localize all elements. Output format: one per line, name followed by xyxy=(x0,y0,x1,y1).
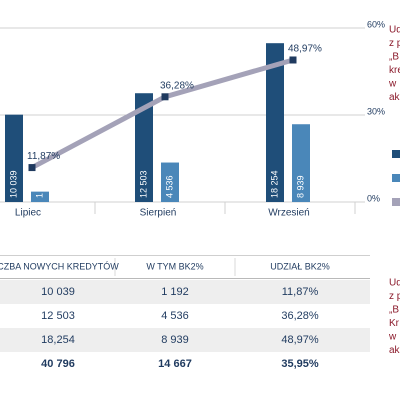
bar-value-label: 18 254 xyxy=(269,170,279,198)
side-note-line: Ud xyxy=(389,278,400,289)
table-cell: 12 503 xyxy=(41,310,75,322)
table-cell: 10 039 xyxy=(41,286,75,298)
side-note-line: z p xyxy=(389,38,400,49)
table-cell: 1 192 xyxy=(161,286,189,298)
bar-value-label: 8 939 xyxy=(295,175,305,198)
table-top-rule xyxy=(0,255,370,256)
line-point xyxy=(289,56,297,64)
legend-swatch xyxy=(392,174,400,182)
side-note-line: „B xyxy=(389,305,399,316)
table-cell: 40 796 xyxy=(41,358,75,370)
side-note-line: w xyxy=(388,332,397,343)
bar xyxy=(5,114,23,202)
table-cell: 18,254 xyxy=(41,334,75,346)
table-header-cell: W TYM BK2% xyxy=(146,261,203,271)
legend-swatch xyxy=(392,150,400,158)
side-note-line: Kr xyxy=(389,318,400,329)
table-header-cell: CZBA NOWYCH KREDYTÓW xyxy=(0,261,119,271)
legend-swatch xyxy=(392,198,400,206)
bar xyxy=(31,191,49,202)
side-note-line: ak xyxy=(389,345,400,356)
line-point xyxy=(28,164,36,172)
x-tick-label: Lipiec xyxy=(15,208,41,219)
side-note-line: z p xyxy=(389,291,400,302)
bar xyxy=(266,43,284,202)
bar xyxy=(292,124,310,202)
y2-tick-label: 60% xyxy=(367,19,385,29)
line-value-label: 11,87% xyxy=(27,151,60,162)
bar xyxy=(161,162,179,202)
line-point xyxy=(161,93,169,101)
x-tick-label: Wrzesień xyxy=(268,208,310,219)
table-row-bg xyxy=(0,328,370,352)
table-cell: 36,28% xyxy=(281,310,319,322)
table-row-bg xyxy=(0,280,370,304)
side-note-line: Ud xyxy=(389,25,400,36)
table-cell: 35,95% xyxy=(281,358,319,370)
y2-tick-label: 0% xyxy=(367,193,380,203)
line-series xyxy=(30,57,294,170)
table-header-cell: UDZIAŁ BK2% xyxy=(270,261,330,271)
bar xyxy=(135,93,153,202)
y2-tick-label: 30% xyxy=(367,106,385,116)
side-note-line: „B xyxy=(389,52,399,63)
table-cell: 11,87% xyxy=(282,286,319,298)
table-header-rule xyxy=(0,278,370,279)
table-cell: 4 536 xyxy=(161,310,189,322)
table-cell: 48,97% xyxy=(281,334,319,346)
table-cell: 8 939 xyxy=(161,334,189,346)
x-tick-label: Sierpień xyxy=(140,208,177,219)
bar-value-label: 10 039 xyxy=(8,170,18,198)
side-note-line: w xyxy=(388,79,397,90)
line-value-label: 36,28% xyxy=(160,80,194,91)
bar-value-label: 1 192 xyxy=(34,175,44,198)
side-note-line: ak xyxy=(389,92,400,103)
side-note-line: kre xyxy=(389,65,400,76)
line-value-label: 48,97% xyxy=(288,44,322,55)
table-cell: 14 667 xyxy=(158,358,192,370)
bar-value-label: 12 503 xyxy=(138,170,148,198)
bar-value-label: 4 536 xyxy=(164,175,174,198)
